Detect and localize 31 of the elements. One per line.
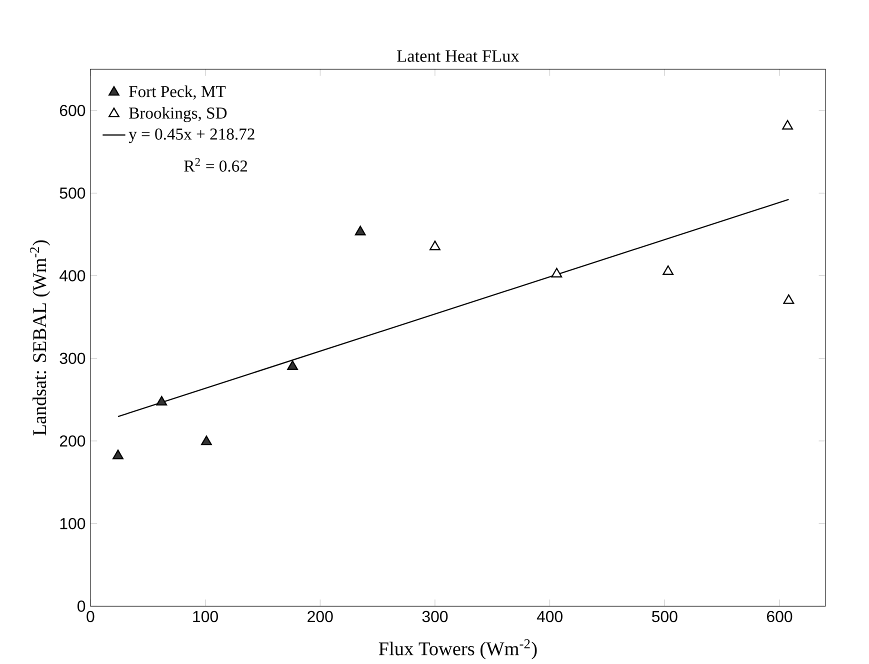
- point: [156, 396, 168, 406]
- y-tick-label: 0: [78, 600, 86, 612]
- y-tick-label: 400: [60, 270, 86, 282]
- legend-label: Fort Peck, MT: [129, 86, 226, 100]
- legend-label: Brookings, SD: [129, 107, 227, 122]
- x-tick-label: 500: [652, 611, 678, 622]
- x-axis-title: Flux Towers (Wm$^{-2}$): [378, 639, 537, 660]
- legend-label: y = 0.45x + 218.72: [128, 128, 254, 144]
- point: [782, 120, 793, 130]
- y-tick-label: 300: [60, 352, 86, 364]
- y-axis-title: Landsat: SEBAL (Wm$^{-2}$): [30, 240, 50, 436]
- x-tick-label: 200: [308, 611, 333, 622]
- chart-title: Latent Heat FLux: [397, 50, 520, 62]
- x-tick-label: 300: [422, 611, 448, 622]
- point: [662, 266, 674, 276]
- x-tick-label: 100: [193, 611, 218, 622]
- x-tick-label: 400: [536, 611, 562, 622]
- point: [287, 360, 298, 370]
- point: [112, 450, 124, 460]
- y-tick-label: 500: [60, 188, 86, 199]
- point: [200, 436, 212, 446]
- x-tick-label: 0: [86, 611, 94, 622]
- annotation: R$^{2}$ = 0.62: [184, 158, 248, 172]
- point: [783, 294, 794, 304]
- y-tick-label: 600: [60, 105, 86, 116]
- point: [430, 240, 440, 250]
- point: [551, 268, 562, 278]
- x-tick-label: 600: [767, 611, 792, 622]
- y-tick-label: 100: [60, 518, 86, 530]
- point: [354, 226, 366, 236]
- y-tick-label: 200: [60, 435, 86, 447]
